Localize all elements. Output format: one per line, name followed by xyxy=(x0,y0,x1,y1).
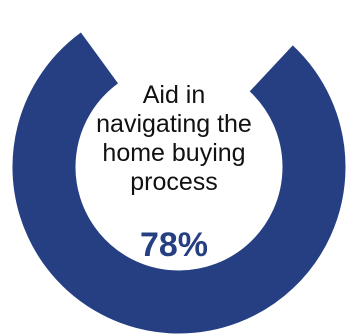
center-label-line-2: navigating the xyxy=(96,110,252,138)
center-label-line-4: process xyxy=(130,168,218,196)
ring-arc-value xyxy=(12,32,346,334)
center-label-line-3: home buying xyxy=(102,139,246,167)
center-label: Aid in navigating the home buying proces… xyxy=(86,81,262,197)
center-label-line-1: Aid in xyxy=(142,81,206,109)
center-value-label: 78% xyxy=(139,226,209,264)
